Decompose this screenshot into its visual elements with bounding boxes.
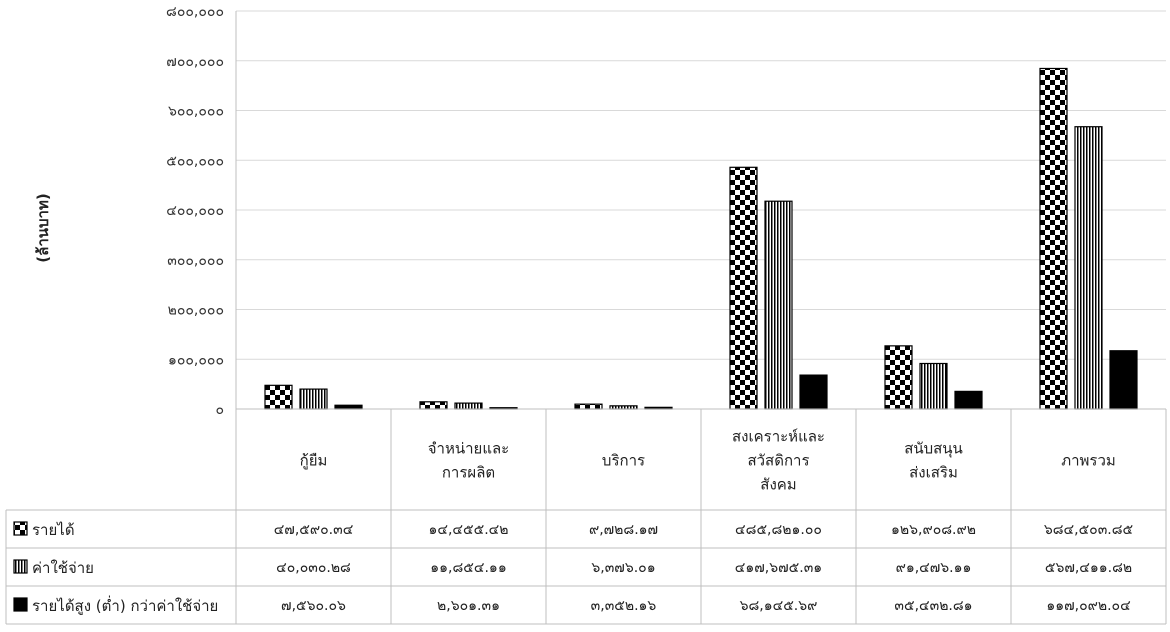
- y-tick-label: ๗๐๐,๐๐๐: [166, 54, 224, 70]
- legend-key-checker: [13, 521, 28, 536]
- bar-1-3: [764, 200, 793, 410]
- bar-1-5: [1074, 126, 1103, 410]
- data-label: ๔๐,๐๓๐.๒๘: [276, 560, 351, 576]
- category-label: การผลิต: [442, 464, 495, 482]
- category-label: กู้ยืม: [300, 452, 328, 470]
- series-name: ค่าใช้จ่าย: [32, 559, 94, 577]
- data-label: ๑๒๖,๙๐๘.๙๒: [891, 522, 976, 538]
- y-axis-ticks: ๐ ๑๐๐,๐๐๐ ๒๐๐,๐๐๐ ๓๐๐,๐๐๐ ๔๐๐,๐๐๐ ๕๐๐,๐๐๐ ๖๐๐,…: [166, 4, 224, 418]
- category-label: สนับสนุน: [904, 440, 963, 459]
- bar-1-4: [919, 362, 948, 410]
- data-label: ๓,๓๕๒.๑๖: [591, 598, 657, 614]
- bar-2-5: [1109, 350, 1138, 410]
- data-label: ๒,๖๐๑.๓๑: [437, 598, 500, 614]
- data-label: ๖,๓๗๖.๐๑: [591, 560, 655, 576]
- y-axis-label: (ล้านบาท): [34, 193, 52, 262]
- gridlines: [235, 10, 1166, 410]
- y-tick-label: ๔๐๐,๐๐๐: [166, 203, 224, 219]
- series-name: รายได้: [32, 521, 75, 539]
- y-tick-label: ๐: [215, 402, 224, 418]
- y-tick-label: ๖๐๐,๐๐๐: [168, 104, 224, 120]
- series-name: รายได้สูง (ต่ำ) กว่าค่าใช้จ่าย: [32, 595, 218, 615]
- data-label: ๔๑๗,๖๗๕.๓๑: [735, 560, 822, 576]
- bar-1-0: [299, 388, 328, 410]
- category-label: ส่งเสริม: [909, 464, 958, 482]
- data-label: ๗,๕๖๐.๐๖: [281, 598, 346, 614]
- data-label: ๕๖๗,๔๑๑.๘๒: [1045, 560, 1132, 576]
- bar-0-0: [264, 384, 293, 410]
- bar-0-5: [1039, 67, 1068, 410]
- bar-0-4: [884, 345, 913, 410]
- y-tick-label: ๓๐๐,๐๐๐: [167, 253, 224, 269]
- data-label: ๔๘๕,๘๒๑.๐๐: [735, 522, 822, 538]
- bar-0-3: [729, 166, 758, 410]
- data-label: ๑๑,๘๕๔.๑๑: [430, 560, 506, 576]
- bar-1-1: [454, 402, 483, 410]
- category-label: สวัสดิการ: [747, 452, 809, 470]
- bar-0-1: [419, 401, 448, 410]
- y-tick-label: ๕๐๐,๐๐๐: [166, 153, 224, 169]
- data-label: ๑๑๗,๐๙๒.๐๔: [1046, 598, 1130, 614]
- category-label: ภาพรวม: [1061, 452, 1116, 470]
- data-label: ๖๘๔,๕๐๓.๘๕: [1044, 522, 1133, 538]
- category-label: บริการ: [602, 452, 645, 470]
- bar-0-2: [574, 403, 603, 410]
- data-label: ๙,๗๒๘.๑๗: [589, 522, 658, 538]
- data-label: ๑๔,๔๕๕.๔๒: [429, 522, 509, 538]
- y-tick-label: ๑๐๐,๐๐๐: [168, 352, 224, 368]
- category-label: สังคม: [760, 476, 796, 494]
- bars: [264, 67, 1138, 410]
- data-label: ๙๑,๔๗๖.๑๑: [896, 560, 972, 576]
- y-tick-label: ๒๐๐,๐๐๐: [168, 303, 224, 319]
- y-tick-label: ๘๐๐,๐๐๐: [166, 4, 224, 20]
- data-label: ๔๗,๕๙๐.๓๔: [274, 522, 354, 538]
- bar-2-3: [799, 374, 828, 410]
- data-label: ๓๕,๔๓๒.๘๑: [894, 598, 972, 614]
- category-label: สงเคราะห์และ: [732, 428, 825, 446]
- legend-key-solid: [13, 597, 28, 612]
- bar-2-0: [334, 404, 363, 410]
- legend-key-vstripe: [13, 559, 28, 574]
- data-label: ๖๘,๑๔๕.๖๙: [740, 598, 818, 614]
- bar-2-4: [954, 390, 983, 410]
- category-label: จำหน่ายและ: [428, 440, 509, 458]
